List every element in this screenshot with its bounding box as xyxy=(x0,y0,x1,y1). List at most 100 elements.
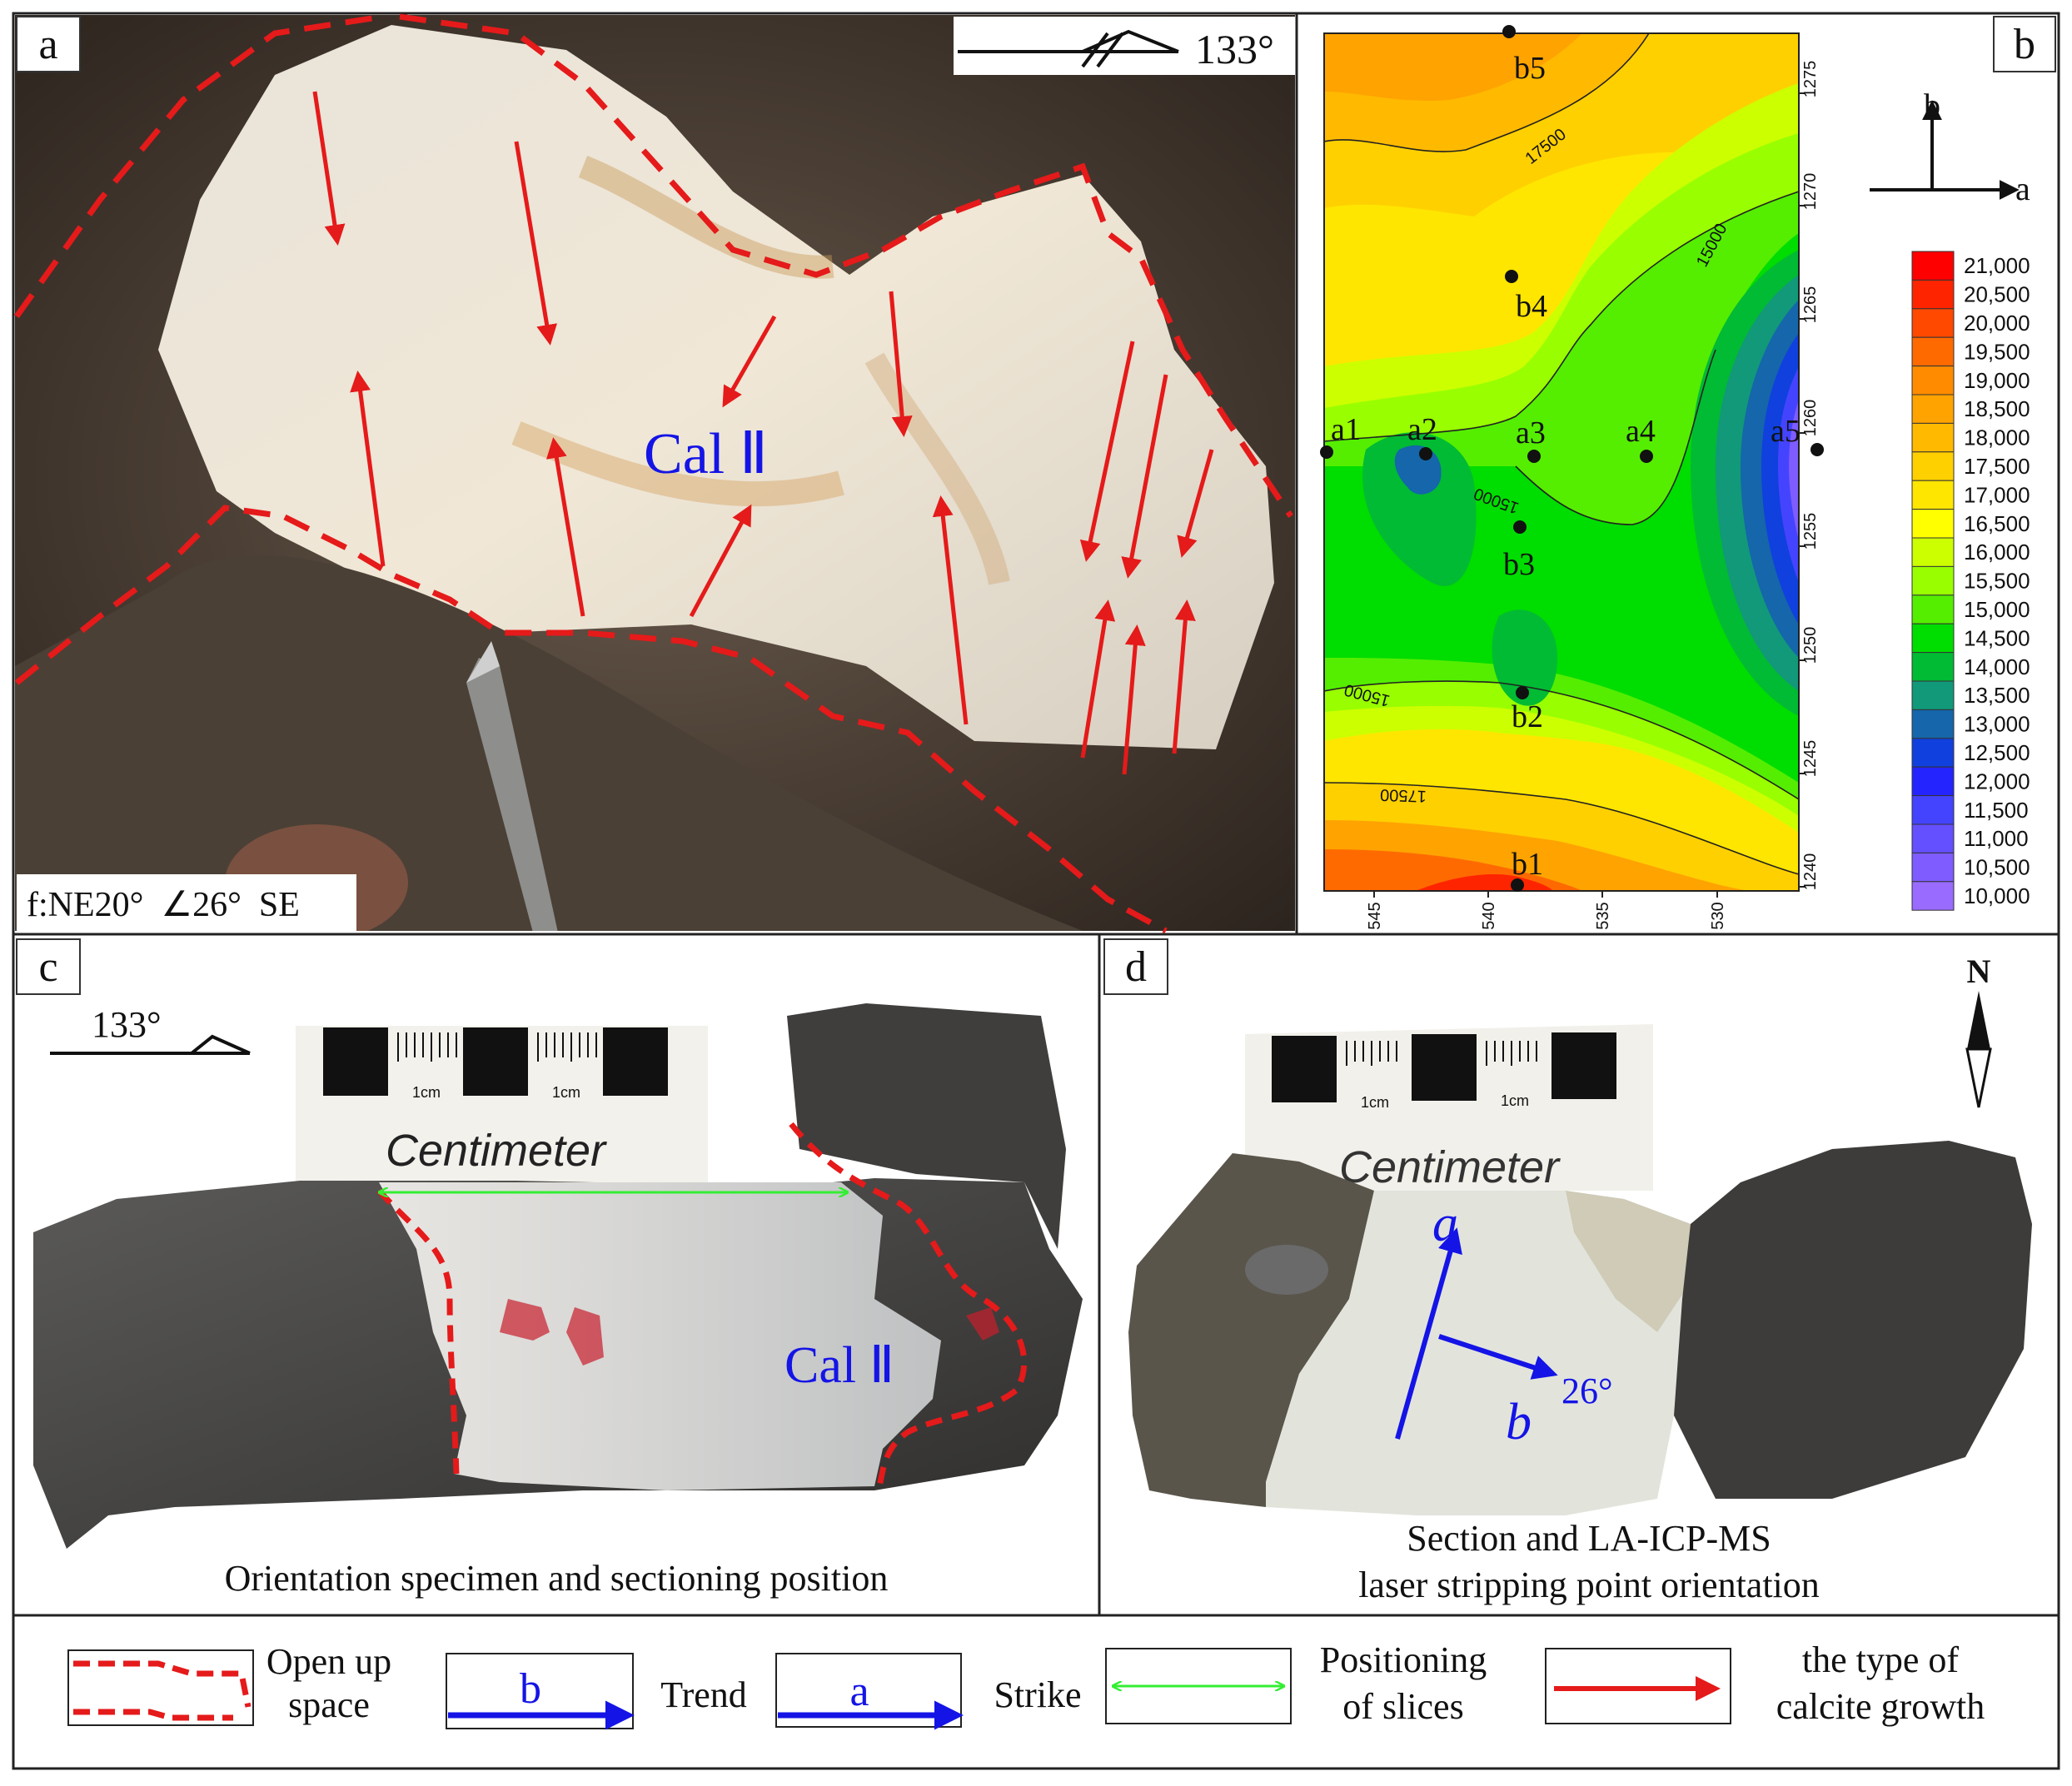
contour-18500-top xyxy=(1324,33,1582,102)
point-b5 xyxy=(1502,25,1516,38)
open-space-boundary-c xyxy=(376,1122,1028,1491)
legend-open-space xyxy=(67,1649,254,1726)
panel-c-photo: 1cm 1cm Centimeter xyxy=(33,1003,1083,1549)
point-b4 xyxy=(1505,270,1518,283)
color-scale-swatch xyxy=(1911,451,1955,481)
color-scale-label: 12,500 xyxy=(1964,740,2030,765)
legend-growth-line1: the type of xyxy=(1802,1639,1960,1680)
contour-label-17500-bottom: 17500 xyxy=(1380,785,1427,805)
color-scale-label: 21,000 xyxy=(1964,253,2030,278)
color-scale-label: 14,500 xyxy=(1964,625,2030,650)
caption-d-line2: laser stripping point orientation xyxy=(1358,1565,1820,1605)
panel-a-photo xyxy=(15,15,1295,931)
calcite-shade-d xyxy=(1566,1191,1691,1332)
y-axis-ticks xyxy=(1799,92,1806,888)
svg-text:535: 535 xyxy=(1594,902,1612,929)
color-scale-swatch xyxy=(1911,881,1955,911)
color-scale-label: 18,500 xyxy=(1964,396,2030,421)
legend-trend-label: Trend xyxy=(660,1674,747,1715)
color-scale-swatch xyxy=(1911,595,1955,624)
svg-text:1260: 1260 xyxy=(1801,400,1820,437)
color-scale-label: 15,500 xyxy=(1964,569,2030,594)
mineral-label-a: Cal Ⅱ xyxy=(644,422,768,486)
scale-bars-c xyxy=(323,1027,668,1096)
axis-b-label-d: b xyxy=(1506,1394,1532,1450)
label-b3: b3 xyxy=(1503,547,1535,582)
color-scale-swatch xyxy=(1911,480,1955,510)
legend-strike xyxy=(775,1653,964,1730)
panel-d-label: d xyxy=(1125,943,1147,991)
svg-text:1245: 1245 xyxy=(1801,740,1820,778)
panel-b-contour-map xyxy=(1324,33,1799,891)
fault-attitude: f:NE20° ∠26° SE xyxy=(27,886,300,924)
svg-text:1265: 1265 xyxy=(1801,286,1820,324)
strike-box-a xyxy=(954,17,1295,75)
label-a5: a5 xyxy=(1771,414,1801,449)
specimen-calcite xyxy=(379,1182,941,1490)
caption-d-line1: Section and LA-ICP-MS xyxy=(1407,1518,1771,1559)
scale-text-d: Centimeter xyxy=(1339,1142,1561,1192)
fault-box xyxy=(17,874,356,931)
color-scale-label: 17,000 xyxy=(1964,482,2030,507)
x-axis-ticks xyxy=(1373,891,1718,898)
iron-stain-3 xyxy=(864,352,1010,585)
legend-trend xyxy=(446,1653,635,1730)
specimen-calcite-d xyxy=(1266,1191,1691,1515)
north-arrow xyxy=(1965,991,1992,1108)
color-scale-swatch xyxy=(1911,279,1955,310)
panel-b-label: b xyxy=(2014,21,2035,68)
color-scale-label: 15,000 xyxy=(1964,597,2030,622)
point-b1 xyxy=(1511,878,1524,892)
north-arrow-top xyxy=(1967,991,1990,1049)
legend-trend-box-label: b xyxy=(520,1665,541,1713)
north-arrow-bottom xyxy=(1965,1047,1992,1108)
panel-c-label: c xyxy=(38,943,57,991)
panel-a-label-box xyxy=(16,16,81,72)
color-scale-label: 20,500 xyxy=(1964,282,2030,307)
color-scale-label: 16,500 xyxy=(1964,511,2030,536)
color-scale-swatch xyxy=(1911,366,1955,396)
scale-text-c: Centimeter xyxy=(386,1126,607,1176)
color-scale-label: 14,000 xyxy=(1964,654,2030,679)
svg-text:1275: 1275 xyxy=(1801,61,1820,98)
color-scale-label: 13,500 xyxy=(1964,683,2030,708)
axis-orientation: b a xyxy=(1870,87,2030,207)
red-mark-2 xyxy=(566,1307,604,1366)
color-scale-swatch xyxy=(1911,537,1955,567)
calcite-vein xyxy=(158,25,1274,749)
point-b2 xyxy=(1516,686,1529,699)
legend-growth xyxy=(1545,1648,1731,1724)
svg-text:530: 530 xyxy=(1709,902,1727,929)
color-scale-swatch xyxy=(1911,823,1955,853)
color-scale-swatch xyxy=(1911,680,1955,710)
svg-text:1255: 1255 xyxy=(1801,513,1820,550)
legend-slices-line1: Positioning xyxy=(1320,1639,1487,1680)
color-scale-label: 17,500 xyxy=(1964,454,2030,479)
axis-a-label-d: a xyxy=(1432,1196,1458,1252)
pocket-a2-outer xyxy=(1362,432,1477,586)
svg-text:545: 545 xyxy=(1366,902,1384,929)
point-a3 xyxy=(1527,450,1541,463)
label-b5: b5 xyxy=(1514,51,1546,86)
strike-symbol-a xyxy=(958,29,1179,68)
color-scale-swatch xyxy=(1911,652,1955,682)
point-a5 xyxy=(1811,443,1824,456)
pocket-b2 xyxy=(1492,609,1557,706)
scale-unit-c1: 1cm xyxy=(412,1084,441,1101)
label-a2: a2 xyxy=(1407,412,1437,447)
scale-ticks-d xyxy=(1346,1041,1537,1066)
svg-text:1270: 1270 xyxy=(1801,173,1820,211)
point-b3 xyxy=(1513,520,1527,534)
b-axis-label: b xyxy=(1924,87,1940,124)
color-scale-swatch xyxy=(1911,852,1955,883)
legend-growth-line2: calcite growth xyxy=(1776,1686,1985,1727)
color-scale-swatch xyxy=(1911,422,1955,453)
point-a1 xyxy=(1320,445,1333,459)
strike-value-a: 133° xyxy=(1195,26,1274,72)
scale-unit-d1: 1cm xyxy=(1361,1094,1389,1111)
point-a2 xyxy=(1419,447,1432,460)
color-scale-label: 10,500 xyxy=(1964,855,2030,880)
a-axis-label: a xyxy=(2015,170,2030,207)
svg-text:540: 540 xyxy=(1480,902,1498,929)
scale-bars-d xyxy=(1272,1032,1616,1102)
